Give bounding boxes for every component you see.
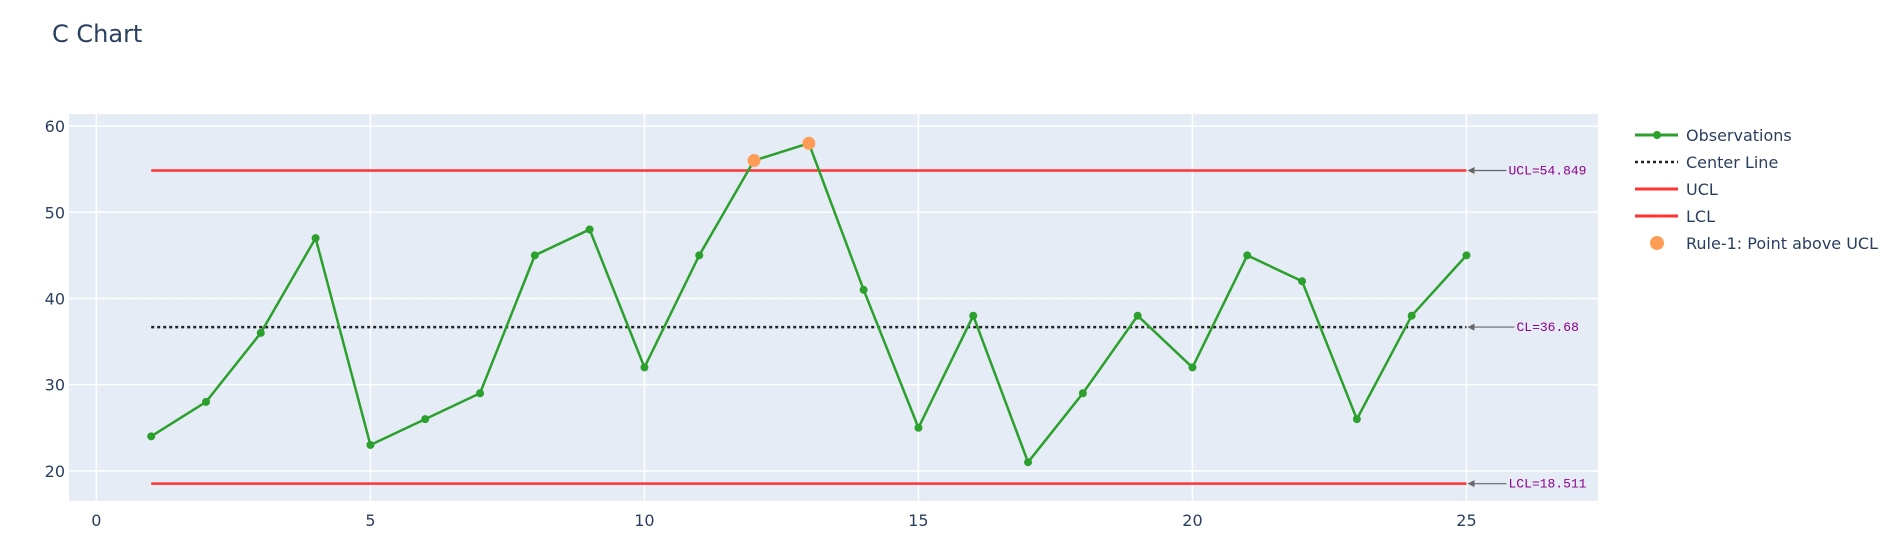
y-tick-label: 60: [45, 117, 65, 136]
observation-point: [530, 251, 539, 260]
legend: Observations Center Line UCL LCL Rule-1: Poi…: [1635, 126, 1878, 253]
x-tick-label: 10: [634, 511, 654, 530]
observation-point: [1188, 363, 1197, 372]
observation-point: [695, 251, 704, 260]
arrow-head: [1467, 166, 1475, 174]
arrow-head: [1467, 323, 1475, 331]
x-tick-label: 15: [908, 511, 928, 530]
legend-label: UCL: [1686, 180, 1718, 199]
observation-point: [859, 285, 868, 294]
legend-marker: [1653, 131, 1661, 139]
legend-label: LCL: [1686, 207, 1715, 226]
observation-point: [1024, 458, 1033, 467]
observation-point: [311, 234, 320, 243]
y-tick-label: 50: [45, 203, 65, 222]
observation-point: [1133, 311, 1142, 320]
legend-label: Rule-1: Point above UCL: [1686, 234, 1878, 253]
annotation-label: LCL=18.511: [1508, 477, 1586, 492]
chart-title: C Chart: [52, 20, 142, 48]
observation-point: [640, 363, 649, 372]
x-tick-label: 5: [365, 511, 375, 530]
observation-point: [969, 311, 978, 320]
rule-1-point: [802, 136, 816, 150]
rule-1-point: [747, 154, 761, 168]
legend-label: Center Line: [1686, 153, 1778, 172]
observation-point: [256, 328, 265, 337]
observation-point: [421, 415, 430, 424]
x-tick-label: 20: [1182, 511, 1202, 530]
x-tick-label: 0: [91, 511, 101, 530]
observation-point: [202, 397, 211, 406]
plot-area: [69, 114, 1598, 501]
observation-point: [1462, 251, 1471, 260]
observation-point: [1243, 251, 1252, 260]
legend-label: Observations: [1686, 126, 1792, 145]
observation-point: [1078, 389, 1087, 398]
observation-point: [585, 225, 594, 234]
annotation-label: CL=36.68: [1516, 320, 1578, 335]
observation-point: [147, 432, 156, 441]
observation-point: [1352, 415, 1361, 424]
y-tick-label: 30: [45, 376, 65, 395]
annotation-label: UCL=54.849: [1508, 163, 1586, 178]
y-tick-label: 40: [45, 289, 65, 308]
y-tick-label: 20: [45, 462, 65, 481]
x-tick-label: 25: [1456, 511, 1476, 530]
observation-point: [366, 440, 375, 449]
observation-point: [1407, 311, 1416, 320]
observation-point: [914, 423, 923, 432]
observation-point: [476, 389, 485, 398]
arrow-head: [1467, 480, 1475, 488]
legend-marker: [1650, 236, 1664, 250]
observation-point: [1298, 277, 1307, 286]
